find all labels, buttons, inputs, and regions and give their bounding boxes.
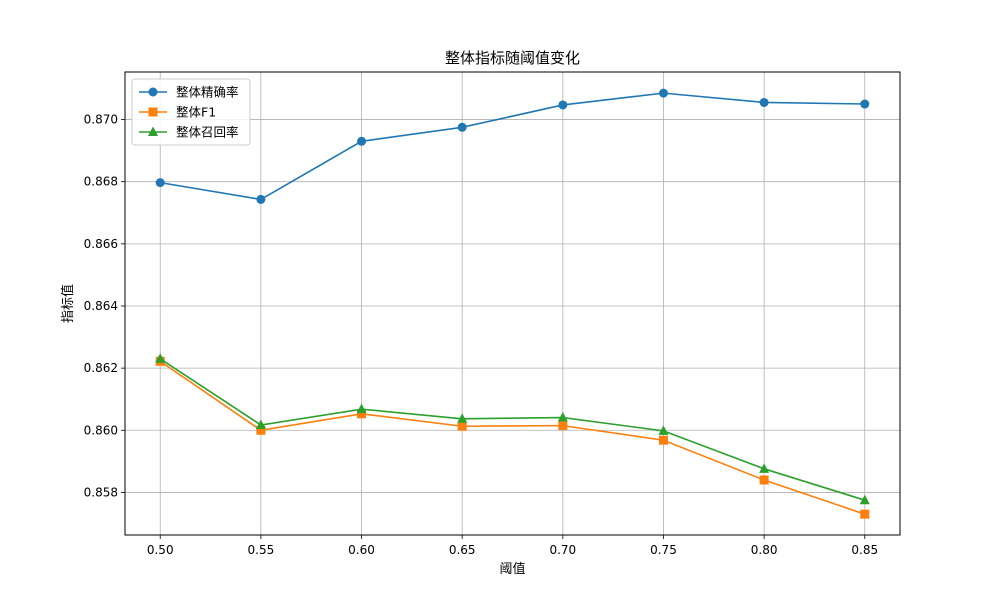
- data-point: [558, 421, 568, 431]
- data-point: [155, 178, 165, 188]
- data-point: [860, 99, 870, 109]
- x-axis-title: 阈值: [499, 561, 525, 577]
- legend-label: 整体召回率: [176, 125, 239, 140]
- data-point: [357, 409, 367, 419]
- data-point: [356, 403, 367, 414]
- legend-swatch-marker: [148, 126, 158, 136]
- data-point: [457, 421, 467, 431]
- legend-item: 整体精确率: [139, 85, 239, 100]
- data-point: [759, 463, 770, 473]
- plot-area-frame: [124, 71, 901, 536]
- data-point: [557, 412, 568, 422]
- legend-box: [131, 78, 251, 146]
- legend-swatch-marker: [148, 87, 158, 97]
- x-tick-label: 0.70: [549, 543, 576, 557]
- x-tick-label: 0.75: [650, 543, 677, 557]
- data-point: [256, 425, 266, 435]
- x-tick-label: 0.50: [147, 543, 174, 557]
- series-line: [160, 92, 865, 201]
- y-tick-label: 0.858: [84, 485, 118, 499]
- series-3: [155, 353, 870, 505]
- y-tick-label: 0.866: [84, 237, 118, 251]
- series-layer: [155, 88, 870, 519]
- y-tick-label: 0.862: [84, 361, 118, 375]
- data-point: [658, 425, 669, 435]
- data-point: [457, 122, 467, 132]
- y-axis-title: 指标值: [60, 284, 76, 323]
- y-tick-label: 0.860: [84, 423, 118, 437]
- data-point: [255, 419, 266, 429]
- axis-ticks: 0.50 0.55 0.60 0.65 0.70 0.75 0.80 0.85 0.858 0.8…: [84, 113, 878, 557]
- data-point: [558, 100, 568, 110]
- series-1: [155, 88, 870, 204]
- data-point: [759, 475, 769, 485]
- data-point: [860, 509, 870, 519]
- legend-label: 整体精确率: [176, 85, 239, 100]
- legend-item: 整体召回率: [139, 125, 239, 140]
- chart-title: 整体指标随阈值变化: [445, 49, 580, 67]
- data-point: [658, 435, 668, 445]
- data-point: [759, 97, 769, 107]
- y-tick-label: 0.864: [84, 299, 118, 313]
- data-point: [658, 88, 668, 98]
- legend-swatch-marker: [148, 107, 158, 117]
- x-tick-label: 0.60: [348, 543, 375, 557]
- x-tick-label: 0.55: [248, 543, 275, 557]
- x-tick-label: 0.85: [851, 543, 878, 557]
- data-point: [859, 494, 870, 505]
- series-line: [159, 358, 866, 501]
- series-line: [159, 360, 866, 515]
- legend-label: 整体F1: [176, 105, 216, 120]
- data-point: [357, 136, 367, 146]
- data-point: [256, 194, 266, 204]
- y-tick-label: 0.870: [84, 113, 118, 127]
- data-point: [155, 353, 166, 363]
- x-tick-label: 0.80: [751, 543, 778, 557]
- data-point: [457, 413, 468, 423]
- legend-item: 整体F1: [139, 105, 216, 120]
- grid: [125, 72, 900, 535]
- x-tick-label: 0.65: [449, 543, 476, 557]
- y-tick-label: 0.868: [84, 175, 118, 189]
